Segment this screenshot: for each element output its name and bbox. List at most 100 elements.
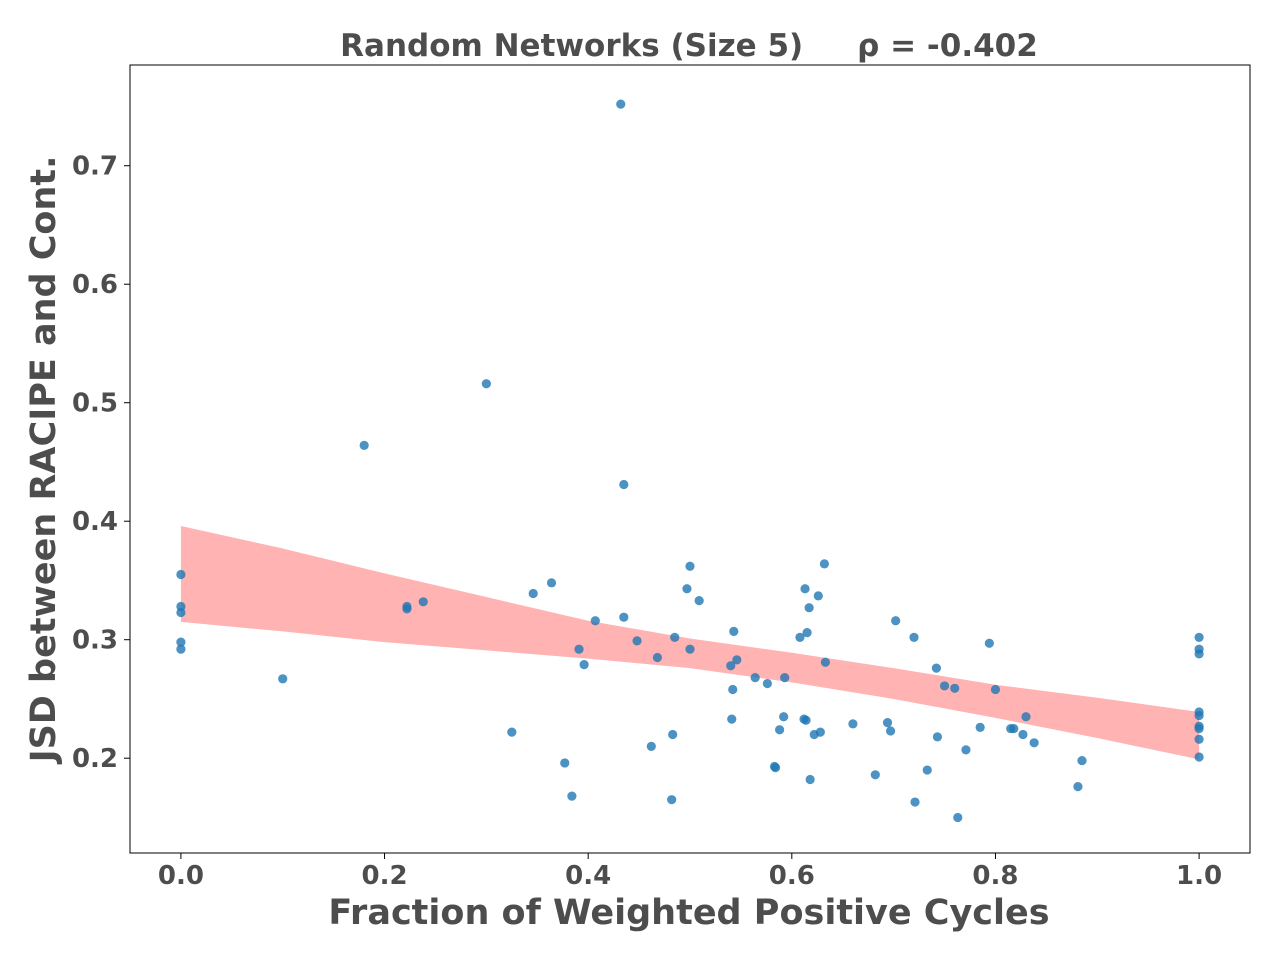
- data-point: [795, 632, 805, 642]
- y-axis-ticks: 0.2 0.3 0.4 0.5 0.6 0.7: [72, 152, 130, 774]
- data-point: [848, 719, 858, 729]
- data-point: [727, 714, 737, 724]
- data-point: [813, 591, 823, 601]
- data-point: [805, 774, 815, 785]
- data-point: [910, 797, 920, 807]
- data-point: [961, 745, 971, 755]
- data-point: [770, 763, 781, 773]
- data-point: [619, 479, 629, 490]
- data-point: [616, 99, 626, 109]
- data-point: [574, 644, 584, 654]
- data-point: [882, 718, 893, 728]
- data-point: [780, 673, 790, 683]
- data-point: [801, 715, 811, 725]
- y-tick-label: 0.5: [72, 389, 118, 419]
- x-tick-label: 1.0: [1176, 861, 1222, 891]
- data-point: [939, 681, 950, 691]
- data-point: [728, 684, 738, 695]
- confidence-band: [180, 525, 1200, 760]
- data-point: [682, 584, 692, 594]
- data-point: [885, 726, 896, 736]
- data-point: [646, 741, 656, 751]
- data-point: [804, 603, 814, 613]
- data-point: [685, 561, 695, 571]
- data-point: [909, 632, 919, 642]
- x-axis-label: Fraction of Weighted Positive Cycles: [328, 893, 1049, 933]
- data-point: [528, 588, 538, 599]
- data-point: [590, 616, 600, 626]
- x-tick-label: 0.6: [769, 861, 815, 891]
- y-tick-label: 0.2: [72, 744, 118, 774]
- data-point: [481, 379, 491, 389]
- y-tick-label: 0.4: [72, 507, 118, 537]
- data-point: [176, 607, 186, 618]
- data-point: [567, 791, 577, 801]
- data-point: [750, 673, 760, 683]
- data-point: [1194, 710, 1204, 721]
- data-point: [802, 628, 812, 638]
- data-point: [359, 440, 369, 450]
- data-point: [685, 644, 695, 654]
- data-point: [922, 765, 932, 775]
- x-tick-label: 0.0: [158, 861, 204, 891]
- data-point: [694, 596, 704, 606]
- data-point: [1018, 729, 1028, 740]
- data-point: [1029, 738, 1039, 748]
- data-point: [176, 569, 186, 580]
- data-point: [953, 812, 963, 823]
- x-axis-ticks: 0.0 0.2 0.4 0.6 0.8 1.0: [158, 853, 1222, 891]
- x-tick-label: 0.8: [972, 861, 1018, 891]
- data-point: [619, 612, 629, 622]
- data-point: [726, 661, 736, 671]
- y-tick-label: 0.3: [72, 626, 118, 656]
- data-point: [732, 655, 742, 665]
- data-point: [1021, 712, 1031, 722]
- data-point: [278, 674, 288, 684]
- data-point: [560, 758, 570, 768]
- data-point: [579, 659, 589, 670]
- data-point: [1194, 632, 1204, 642]
- data-point: [775, 725, 785, 735]
- data-point: [950, 683, 960, 693]
- data-point: [891, 616, 901, 626]
- data-point: [1073, 782, 1083, 792]
- data-point: [990, 684, 1001, 695]
- data-point: [667, 795, 677, 805]
- data-points: [176, 99, 1204, 823]
- data-point: [652, 652, 663, 663]
- data-point: [779, 712, 789, 722]
- data-point: [668, 729, 678, 740]
- data-point: [1194, 723, 1204, 734]
- y-tick-label: 0.7: [72, 152, 118, 182]
- data-point: [1194, 752, 1204, 762]
- plot-frame: [129, 64, 1251, 854]
- data-point: [931, 663, 942, 673]
- data-point: [1194, 649, 1204, 659]
- data-point: [632, 636, 642, 646]
- data-point: [800, 584, 810, 594]
- data-point: [546, 578, 557, 588]
- data-point: [176, 644, 186, 654]
- data-point: [670, 632, 680, 642]
- data-point: [820, 657, 831, 667]
- data-point: [932, 732, 943, 742]
- data-point: [1009, 723, 1019, 734]
- chart-title: Random Networks (Size 5) ρ = -0.402: [340, 28, 1038, 64]
- data-point: [418, 597, 428, 607]
- data-point: [729, 626, 739, 637]
- data-point: [984, 638, 994, 648]
- x-tick-label: 0.2: [362, 861, 408, 891]
- x-tick-label: 0.4: [565, 861, 611, 891]
- y-tick-label: 0.6: [72, 270, 118, 300]
- data-point: [176, 637, 186, 647]
- data-point: [819, 559, 830, 569]
- data-point: [870, 770, 880, 780]
- data-point: [975, 722, 985, 732]
- data-point: [1194, 734, 1204, 744]
- data-point: [1077, 755, 1087, 766]
- data-point: [507, 727, 517, 737]
- data-point: [402, 604, 412, 614]
